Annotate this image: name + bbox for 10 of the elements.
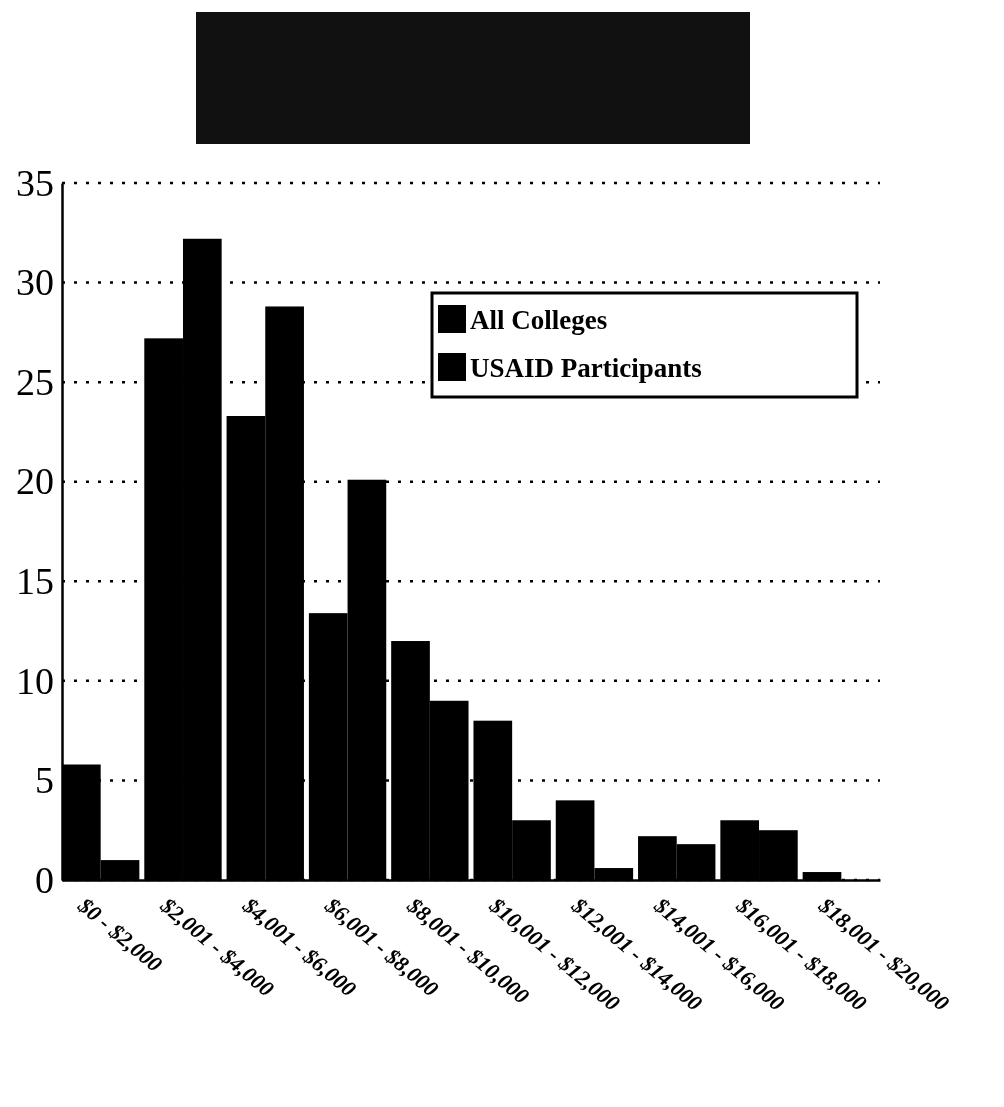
- y-tick-label: 0: [35, 858, 54, 901]
- legend-label: All Colleges: [470, 305, 608, 335]
- y-tick-label: 10: [16, 659, 54, 702]
- y-tick-label: 25: [16, 360, 54, 403]
- y-tick-label: 30: [16, 261, 54, 304]
- legend-label: USAID Participants: [470, 353, 702, 383]
- y-tick-label: 20: [16, 460, 54, 503]
- y-tick-label: 35: [16, 161, 54, 204]
- y-tick-label: 15: [16, 559, 54, 602]
- y-tick-label: 5: [35, 759, 54, 802]
